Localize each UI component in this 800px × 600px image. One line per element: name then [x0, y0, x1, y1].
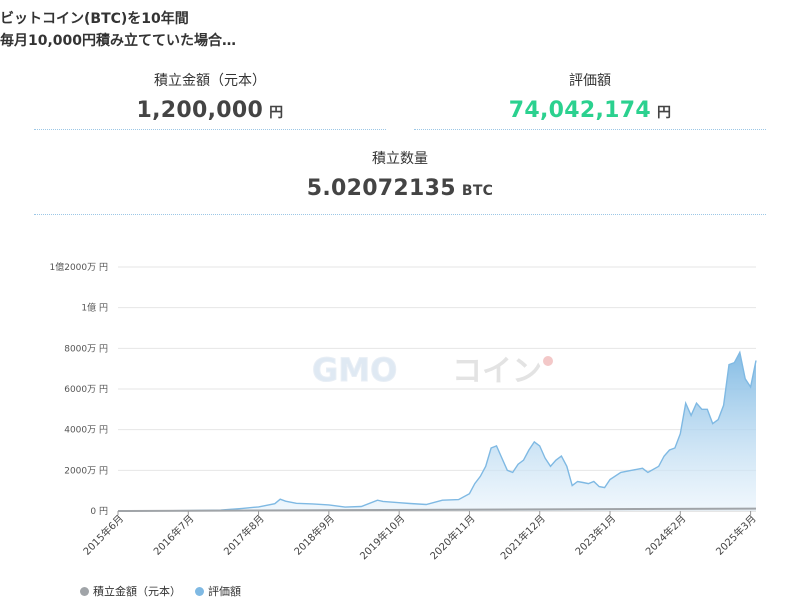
valuation-stat: 評価額 74,042,174 円 — [414, 70, 766, 123]
valuation-area — [118, 352, 756, 511]
watermark-text-b: コイン — [452, 354, 542, 386]
quantity-stat: 積立数量 5.02072135 BTC — [34, 148, 766, 201]
y-tick-label: 1億2000万 円 — [50, 261, 109, 273]
principal-value: 1,200,000 — [136, 98, 264, 123]
principal-unit: 円 — [269, 105, 284, 121]
y-tick-label: 0 円 — [90, 506, 108, 517]
divider-right — [414, 129, 766, 130]
watermark-dot-icon — [543, 356, 553, 366]
y-tick-label: 1億 円 — [81, 302, 108, 314]
x-tick-label: 2018年9月 — [291, 512, 337, 558]
principal-label: 積立金額（元本） — [154, 73, 266, 89]
quantity-value: 5.02072135 — [306, 176, 456, 201]
x-tick-label: 2021年12月 — [498, 512, 548, 562]
quantity-value-row: 5.02072135 BTC — [34, 176, 766, 201]
x-tick-label: 2015年6月 — [80, 512, 126, 558]
principal-line — [117, 507, 757, 512]
chart-title-line2: 毎月10,000円積み立てていた場合… — [0, 33, 237, 49]
y-tick-label: 4000万 円 — [64, 425, 108, 436]
principal-stat: 積立金額（元本） 1,200,000 円 — [34, 70, 386, 123]
legend-label-principal: 積立金額（元本） — [93, 585, 181, 598]
legend-label-valuation: 評価額 — [208, 585, 241, 598]
valuation-value: 74,042,174 — [508, 98, 651, 123]
y-tick-label: 8000万 円 — [64, 343, 108, 354]
valuation-unit: 円 — [656, 105, 672, 121]
divider-full — [34, 214, 766, 215]
valuation-value-row: 74,042,174 円 — [414, 98, 766, 123]
valuation-label: 評価額 — [569, 73, 611, 89]
legend-item-principal[interactable]: 積立金額（元本） — [80, 583, 181, 599]
x-tick-label: 2025年3月 — [713, 512, 759, 558]
x-tick-label: 2016年7月 — [151, 512, 197, 558]
x-tick-label: 2017年8月 — [221, 512, 267, 558]
legend-item-valuation[interactable]: 評価額 — [195, 583, 241, 599]
legend-dot-principal — [80, 586, 89, 596]
chart-area: 0 円 2000万 円 4000万 円 6000万 円 8000万 円 1億 円 1億200… — [0, 240, 800, 600]
y-tick-label: 6000万 円 — [64, 384, 108, 395]
valuation-chart: 0 円 2000万 円 4000万 円 6000万 円 8000万 円 1億 円 1億200… — [50, 261, 759, 562]
divider-left — [34, 129, 386, 130]
x-tick-label: 2024年2月 — [643, 512, 689, 558]
chart-legend: 積立金額（元本） 評価額 — [80, 583, 255, 599]
valuation-line — [117, 350, 757, 512]
y-tick-label: 2000万 円 — [64, 465, 108, 476]
legend-dot-valuation — [195, 586, 204, 596]
quantity-label: 積立数量 — [372, 151, 428, 167]
quantity-unit: BTC — [461, 183, 494, 199]
x-tick-label: 2019年10月 — [357, 512, 407, 562]
chart-title-line1: ビットコイン(BTC)を10年間 — [0, 11, 189, 27]
principal-value-row: 1,200,000 円 — [34, 98, 386, 123]
x-tick-label: 2020年11月 — [427, 512, 477, 562]
x-tick-label: 2023年1月 — [572, 512, 618, 558]
watermark-text-a: GMO — [312, 352, 397, 386]
gmo-coin-watermark: GMO コイン — [312, 352, 553, 386]
